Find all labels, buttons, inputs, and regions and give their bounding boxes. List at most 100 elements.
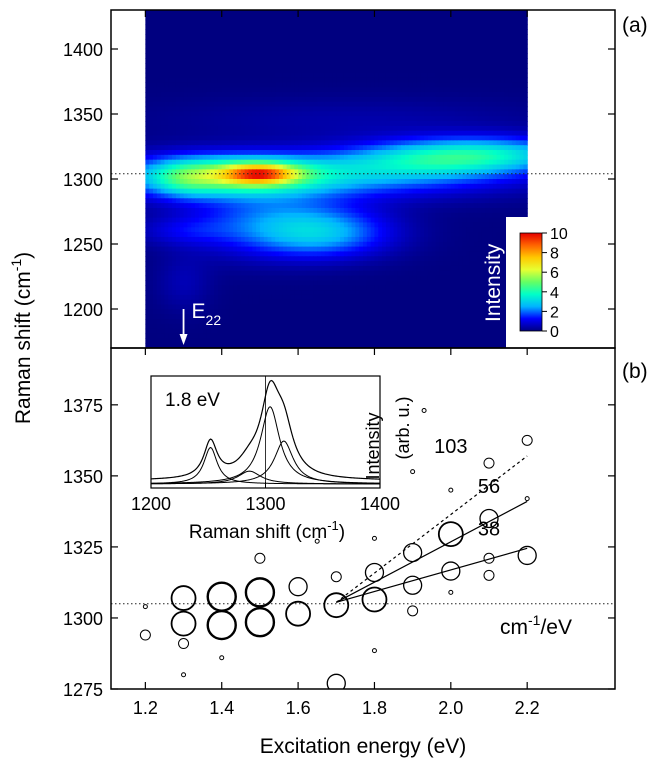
heatmap-cell bbox=[210, 246, 215, 253]
heatmap-cell bbox=[492, 193, 498, 199]
heatmap-cell bbox=[328, 174, 334, 180]
heatmap-cell bbox=[279, 34, 284, 40]
heatmap-cell bbox=[298, 34, 303, 40]
heatmap-cell bbox=[519, 19, 524, 26]
heatmap-cell bbox=[431, 145, 437, 151]
heatmap-cell bbox=[313, 19, 318, 26]
heatmap-cell bbox=[458, 10, 463, 16]
heatmap-cell bbox=[172, 38, 177, 45]
heatmap-cell bbox=[397, 19, 402, 26]
heatmap-cell bbox=[511, 140, 517, 146]
heatmap-cell bbox=[290, 53, 295, 59]
heatmap-cell bbox=[500, 154, 505, 161]
heatmap-cell bbox=[240, 227, 246, 233]
heatmap-cell bbox=[248, 121, 253, 127]
heatmap-cell bbox=[160, 24, 166, 30]
heatmap-cell bbox=[237, 217, 242, 224]
heatmap-cell bbox=[481, 164, 486, 170]
heatmap-cell bbox=[145, 212, 150, 219]
heatmap-cell bbox=[160, 198, 166, 204]
heatmap-cell bbox=[462, 87, 467, 93]
heatmap-cell bbox=[153, 164, 158, 170]
heatmap-cell bbox=[298, 193, 303, 199]
heatmap-cell bbox=[229, 48, 234, 55]
heatmap-cell bbox=[160, 193, 166, 199]
heatmap-cell bbox=[393, 193, 398, 199]
heatmap-cell bbox=[191, 82, 196, 88]
heatmap-cell bbox=[317, 82, 322, 88]
heatmap-cell bbox=[252, 241, 257, 248]
heatmap-cell bbox=[164, 246, 169, 253]
heatmap-cell bbox=[351, 125, 356, 132]
heatmap-cell bbox=[378, 111, 383, 117]
heatmap-cell bbox=[424, 116, 429, 122]
heatmap-cell bbox=[156, 92, 162, 98]
heatmap-cell bbox=[214, 207, 219, 214]
heatmap-cell bbox=[405, 150, 410, 156]
heatmap-cell bbox=[340, 10, 345, 16]
heatmap-cell bbox=[248, 72, 253, 79]
heatmap-cell bbox=[332, 111, 337, 117]
heatmap-cell bbox=[439, 174, 444, 180]
heatmap-cell bbox=[233, 174, 238, 180]
heatmap-cell bbox=[248, 58, 253, 64]
heatmap-cell bbox=[408, 150, 414, 156]
heatmap-cell bbox=[252, 212, 257, 219]
heatmap-cell bbox=[366, 53, 372, 59]
heatmap-cell bbox=[481, 241, 486, 248]
heatmap-cell bbox=[450, 106, 456, 112]
heatmap-cell bbox=[168, 217, 173, 224]
heatmap-cell bbox=[210, 48, 215, 55]
heatmap-cell bbox=[164, 135, 169, 141]
heatmap-cell bbox=[332, 169, 337, 175]
heatmap-cell bbox=[420, 77, 425, 84]
heatmap-cell bbox=[347, 150, 353, 156]
heatmap-cell bbox=[282, 34, 288, 40]
heatmap-cell bbox=[198, 174, 204, 180]
heatmap-cell bbox=[195, 72, 200, 79]
heatmap-cell bbox=[221, 241, 227, 248]
heatmap-cell bbox=[382, 154, 387, 161]
heatmap-cell bbox=[256, 179, 261, 185]
heatmap-cell bbox=[515, 101, 521, 108]
heatmap-cell bbox=[359, 145, 364, 151]
heatmap-cell bbox=[225, 140, 230, 146]
heatmap-cell bbox=[160, 121, 166, 127]
heatmap-cell bbox=[416, 92, 421, 98]
heatmap-cell bbox=[202, 24, 208, 30]
heatmap-cell bbox=[145, 111, 150, 117]
heatmap-cell bbox=[485, 135, 490, 141]
heatmap-cell bbox=[412, 198, 418, 204]
heatmap-cell bbox=[202, 212, 208, 219]
heatmap-cell bbox=[214, 241, 219, 248]
heatmap-cell bbox=[214, 203, 219, 209]
heatmap-cell bbox=[305, 29, 311, 35]
heatmap-cell bbox=[195, 203, 200, 209]
heatmap-cell bbox=[489, 82, 494, 88]
heatmap-cell bbox=[489, 34, 494, 40]
heatmap-cell bbox=[477, 63, 482, 69]
heatmap-cell bbox=[435, 58, 440, 64]
heatmap-cell bbox=[378, 188, 383, 195]
heatmap-cell bbox=[408, 43, 414, 50]
heatmap-cell bbox=[508, 34, 513, 40]
heatmap-cell bbox=[393, 77, 398, 84]
heatmap-cell bbox=[233, 111, 238, 117]
heatmap-cell bbox=[279, 207, 284, 214]
heatmap-cell bbox=[515, 92, 521, 98]
heatmap-cell bbox=[252, 222, 257, 228]
heatmap-cell bbox=[160, 101, 166, 108]
heatmap-cell bbox=[252, 48, 257, 55]
heatmap-cell bbox=[435, 188, 440, 195]
heatmap-cell bbox=[202, 87, 208, 93]
heatmap-cell bbox=[313, 203, 318, 209]
heatmap-cell bbox=[217, 198, 223, 204]
heatmap-cell bbox=[309, 101, 314, 108]
heatmap-cell bbox=[252, 24, 257, 30]
heatmap-cell bbox=[279, 145, 284, 151]
heatmap-cell bbox=[496, 203, 502, 209]
heatmap-cell bbox=[294, 111, 299, 117]
heatmap-cell bbox=[473, 222, 479, 228]
heatmap-cell bbox=[393, 63, 398, 69]
heatmap-cell bbox=[427, 198, 433, 204]
